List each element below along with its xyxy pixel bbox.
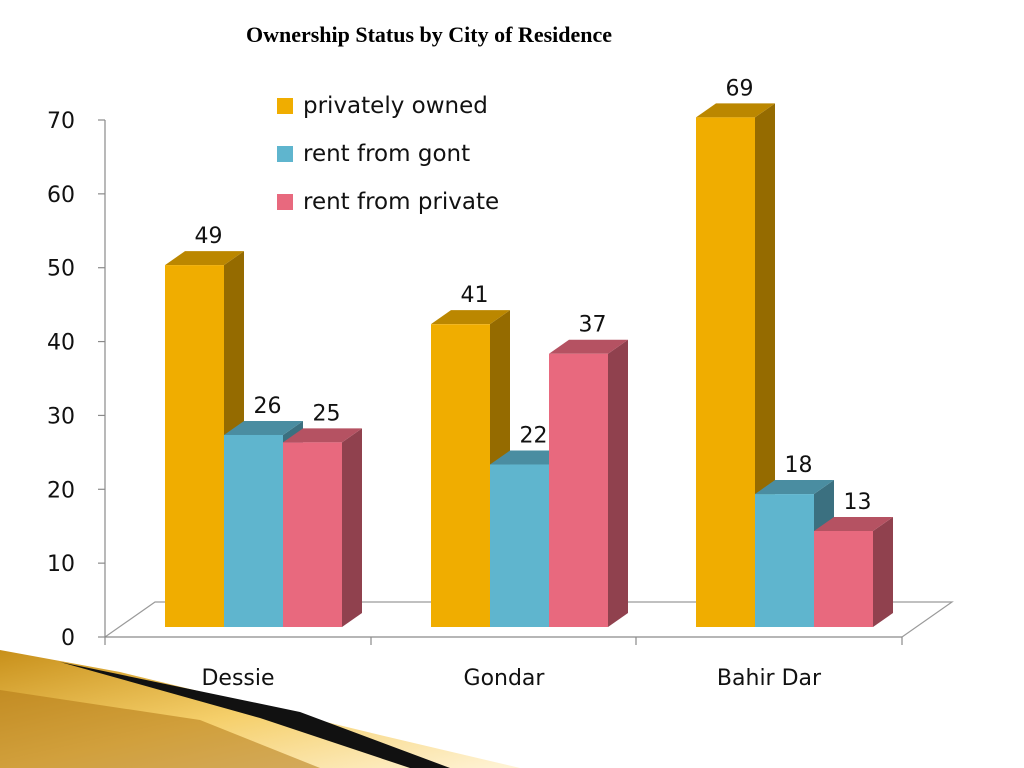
bar-front [490,464,549,627]
bar-front [165,265,224,627]
bar-side [873,516,893,627]
bar-side [608,339,628,627]
data-label: 13 [844,490,872,515]
data-label: 69 [726,76,754,101]
data-label: 26 [254,394,282,419]
legend-swatch [277,98,293,114]
bar-side [342,428,362,627]
black-swoosh [60,662,450,768]
bar-front [814,530,873,627]
bar [283,428,362,627]
y-tick-label: 10 [47,552,75,577]
gold-swoosh-shade [0,690,320,768]
legend-swatch [277,146,293,162]
y-tick-label: 20 [47,478,75,503]
bar [814,516,893,627]
bar-front [431,324,490,627]
bar-front [755,494,814,627]
data-label: 22 [520,424,548,449]
chart-title: Ownership Status by City of Residence [245,22,613,47]
bar-front [224,434,283,627]
data-label: 41 [461,283,489,308]
corner-decoration [0,650,520,768]
y-axis: 0 10 20 30 40 50 60 70 [47,109,106,651]
data-label: 18 [785,453,813,478]
bar [549,339,628,627]
y-tick-label: 60 [47,183,75,208]
legend-label: rent from private [303,189,499,215]
bar-top [696,103,775,118]
legend-label: rent from gont [303,141,470,167]
bar-top [814,516,893,531]
y-tick-label: 30 [47,404,75,429]
x-category-label: Gondar [464,666,546,691]
y-tick-label: 70 [47,109,75,134]
bar-front [696,117,755,627]
bar-top [224,420,303,435]
y-tick-label: 40 [47,331,75,356]
bar-top [431,310,510,325]
data-label: 37 [579,313,607,338]
x-category-label: Bahir Dar [717,666,822,691]
x-axis: Dessie Gondar Bahir Dar [104,636,903,691]
bars [165,103,893,627]
legend-swatch [277,194,293,210]
legend: privately owned rent from gont rent from p… [277,93,499,215]
bar-top [549,339,628,354]
y-tick-label: 0 [61,626,75,651]
bar-front [283,442,342,627]
bar-top [755,480,834,495]
legend-label: privately owned [303,93,488,119]
data-label: 25 [313,401,341,426]
bar-front [549,353,608,627]
bar-top [165,251,244,266]
data-labels: 49 26 25 41 22 37 69 18 13 [195,76,872,515]
y-tick-label: 50 [47,257,75,282]
data-label: 49 [195,224,223,249]
bar-top [283,428,362,443]
x-category-label: Dessie [201,666,274,691]
